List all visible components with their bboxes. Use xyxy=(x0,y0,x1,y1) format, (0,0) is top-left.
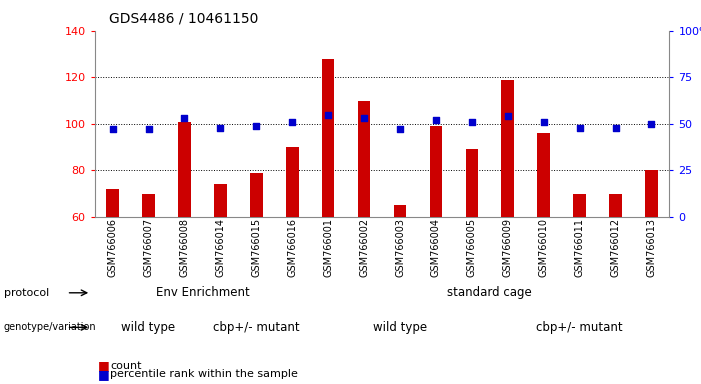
Point xyxy=(107,126,118,132)
Bar xyxy=(538,133,550,217)
Text: protocol: protocol xyxy=(4,288,49,298)
Bar xyxy=(322,59,334,217)
Point xyxy=(179,115,190,121)
Bar xyxy=(214,184,226,217)
Bar xyxy=(501,79,514,217)
Text: cbp+/- mutant: cbp+/- mutant xyxy=(213,321,299,334)
Bar xyxy=(573,194,586,217)
Text: count: count xyxy=(110,361,142,371)
Text: standard cage: standard cage xyxy=(447,286,532,299)
Text: GDS4486 / 10461150: GDS4486 / 10461150 xyxy=(109,12,258,25)
Point xyxy=(538,119,550,125)
Text: Env Enrichment: Env Enrichment xyxy=(156,286,250,299)
Point xyxy=(646,121,657,127)
Point xyxy=(287,119,298,125)
Bar xyxy=(394,205,407,217)
Text: wild type: wild type xyxy=(373,321,427,334)
Text: ■: ■ xyxy=(98,368,110,381)
Text: genotype/variation: genotype/variation xyxy=(4,322,96,333)
Point xyxy=(610,124,621,131)
Bar xyxy=(430,126,442,217)
Bar xyxy=(250,173,263,217)
Bar xyxy=(358,101,370,217)
Bar xyxy=(609,194,622,217)
Bar xyxy=(645,170,658,217)
Point xyxy=(143,126,154,132)
Text: wild type: wild type xyxy=(121,321,175,334)
Point xyxy=(430,117,442,123)
Bar xyxy=(286,147,299,217)
Bar xyxy=(107,189,119,217)
Point xyxy=(251,122,262,129)
Point xyxy=(502,113,513,119)
Point xyxy=(395,126,406,132)
Point xyxy=(574,124,585,131)
Bar xyxy=(465,149,478,217)
Bar xyxy=(142,194,155,217)
Bar xyxy=(178,121,191,217)
Point xyxy=(466,119,477,125)
Text: cbp+/- mutant: cbp+/- mutant xyxy=(536,321,623,334)
Point xyxy=(215,124,226,131)
Point xyxy=(322,111,334,118)
Point xyxy=(358,115,369,121)
Text: ■: ■ xyxy=(98,359,110,372)
Text: percentile rank within the sample: percentile rank within the sample xyxy=(110,369,298,379)
